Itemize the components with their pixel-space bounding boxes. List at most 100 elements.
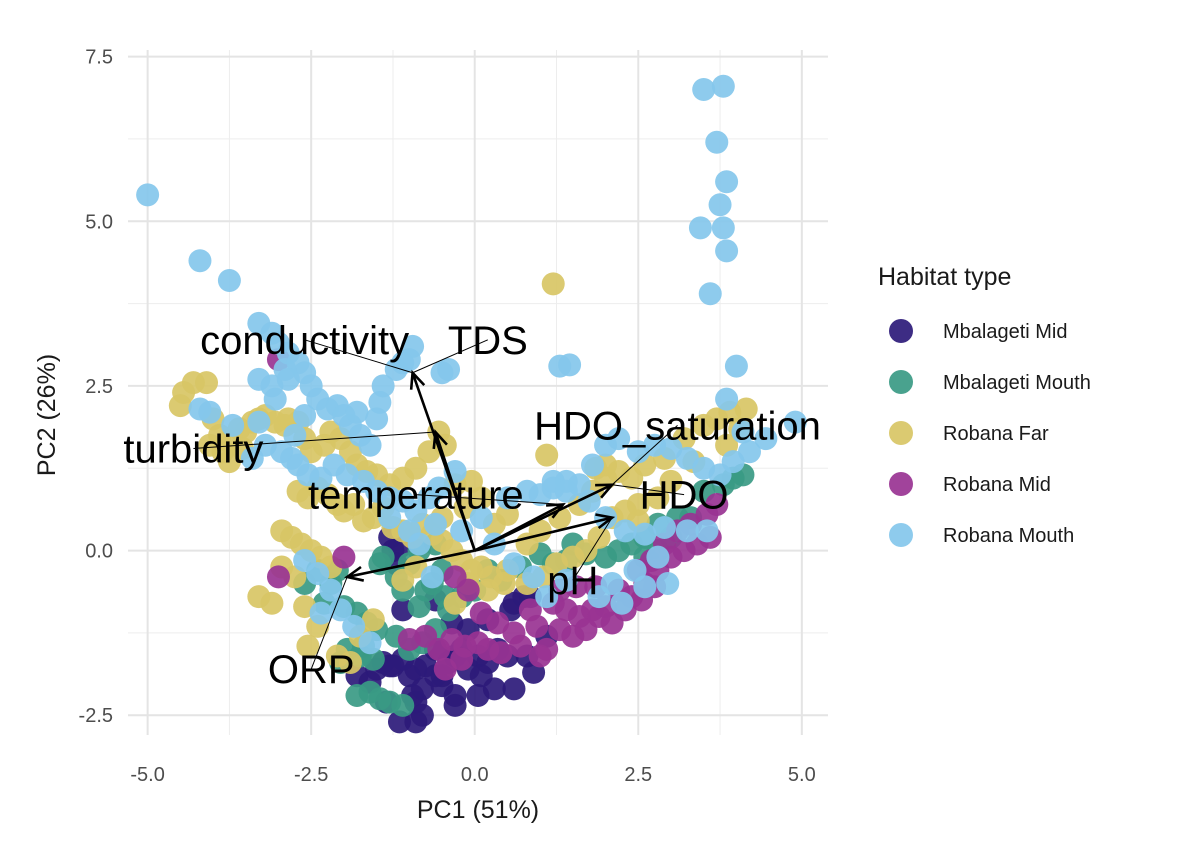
data-point	[319, 578, 343, 602]
data-point	[656, 572, 680, 596]
data-point	[698, 282, 722, 306]
data-point	[535, 443, 559, 467]
data-point	[715, 387, 739, 411]
data-point	[715, 239, 739, 263]
legend: Habitat type Mbalageti Mid Mbalageti Mout…	[878, 263, 1091, 547]
data-point	[783, 410, 807, 434]
data-point	[260, 591, 284, 615]
data-point	[708, 193, 732, 217]
data-point	[558, 353, 582, 377]
data-point	[401, 334, 425, 358]
data-point	[695, 519, 719, 543]
data-point	[371, 545, 395, 569]
data-point	[437, 357, 461, 381]
legend-label: Mbalageti Mouth	[943, 372, 1091, 394]
data-point	[332, 545, 356, 569]
data-point	[646, 545, 670, 569]
x-axis-title: PC1 (51%)	[417, 796, 539, 824]
x-tick-label: -5.0	[130, 764, 164, 786]
data-point	[705, 130, 729, 154]
data-point	[136, 183, 160, 207]
data-point	[633, 522, 657, 546]
loading-label-leader	[611, 425, 678, 486]
data-point	[391, 568, 415, 592]
data-point	[522, 565, 546, 589]
legend-label: Mbalageti Mid	[943, 321, 1068, 343]
data-point	[247, 410, 271, 434]
x-axis-ticks: -5.0 -2.5 0.0 2.5 5.0	[130, 764, 815, 786]
data-point	[293, 404, 317, 428]
data-point	[329, 598, 353, 622]
y-tick-label: 2.5	[85, 376, 113, 398]
loading-label-leader	[193, 431, 436, 449]
data-point	[688, 216, 712, 240]
data-point	[217, 269, 241, 293]
data-point	[358, 631, 382, 655]
data-point	[198, 400, 222, 424]
loading-label: HDO	[640, 474, 729, 518]
data-point	[554, 568, 578, 592]
loading-label-leader	[304, 339, 413, 374]
data-point	[711, 216, 735, 240]
data-point	[266, 565, 290, 589]
x-tick-label: 2.5	[624, 764, 652, 786]
legend-title: Habitat type	[878, 263, 1011, 291]
data-point	[345, 400, 369, 424]
data-point	[397, 627, 421, 651]
data-point	[404, 710, 428, 734]
data-point	[423, 512, 447, 536]
data-point	[306, 562, 330, 586]
data-point	[711, 74, 735, 98]
legend-label: Robana Far	[943, 423, 1049, 445]
data-point	[283, 423, 307, 447]
data-point	[652, 516, 676, 540]
loading-label-leader	[310, 576, 348, 670]
loading-label-leader	[412, 339, 489, 374]
data-point	[607, 427, 631, 451]
data-point	[391, 693, 415, 717]
data-point	[433, 657, 457, 681]
data-point	[188, 249, 212, 273]
data-point	[469, 664, 493, 688]
y-tick-label: -2.5	[79, 705, 113, 727]
data-point	[296, 634, 320, 658]
y-tick-label: 7.5	[85, 47, 113, 69]
data-point	[587, 585, 611, 609]
x-tick-label: -2.5	[294, 764, 328, 786]
data-point	[309, 601, 333, 625]
loading-label: ORP	[268, 648, 355, 692]
loading-label-leader	[612, 484, 685, 496]
data-point	[221, 413, 245, 437]
data-point	[420, 565, 444, 589]
loading-label: conductivity	[200, 319, 409, 363]
data-point	[378, 506, 402, 530]
legend-key	[889, 523, 913, 547]
loading-label: temperature	[308, 474, 524, 518]
data-point	[724, 354, 748, 378]
legend-key	[889, 472, 913, 496]
data-point	[541, 272, 565, 296]
loading-arrow	[346, 549, 475, 579]
data-point	[734, 397, 758, 421]
data-point	[528, 644, 552, 668]
loading-label: turbidity	[123, 427, 263, 471]
loading-label: pH	[547, 559, 598, 603]
data-point	[715, 170, 739, 194]
data-point	[737, 440, 761, 464]
data-point	[342, 614, 366, 638]
x-tick-label: 0.0	[461, 764, 489, 786]
loading-label: TDS	[448, 319, 528, 363]
legend-label: Robana Mid	[943, 474, 1051, 496]
legend-label: Robana Mouth	[943, 525, 1074, 547]
data-point	[577, 489, 601, 513]
y-tick-label: 5.0	[85, 211, 113, 233]
loading-arrow	[434, 431, 476, 551]
data-point	[502, 552, 526, 576]
scatter-points	[136, 74, 807, 734]
x-tick-label: 5.0	[788, 764, 816, 786]
data-point	[338, 651, 362, 675]
y-axis-ticks: -2.5 0.0 2.5 5.0 7.5	[79, 47, 113, 728]
data-point	[502, 621, 526, 645]
legend-key	[889, 421, 913, 445]
